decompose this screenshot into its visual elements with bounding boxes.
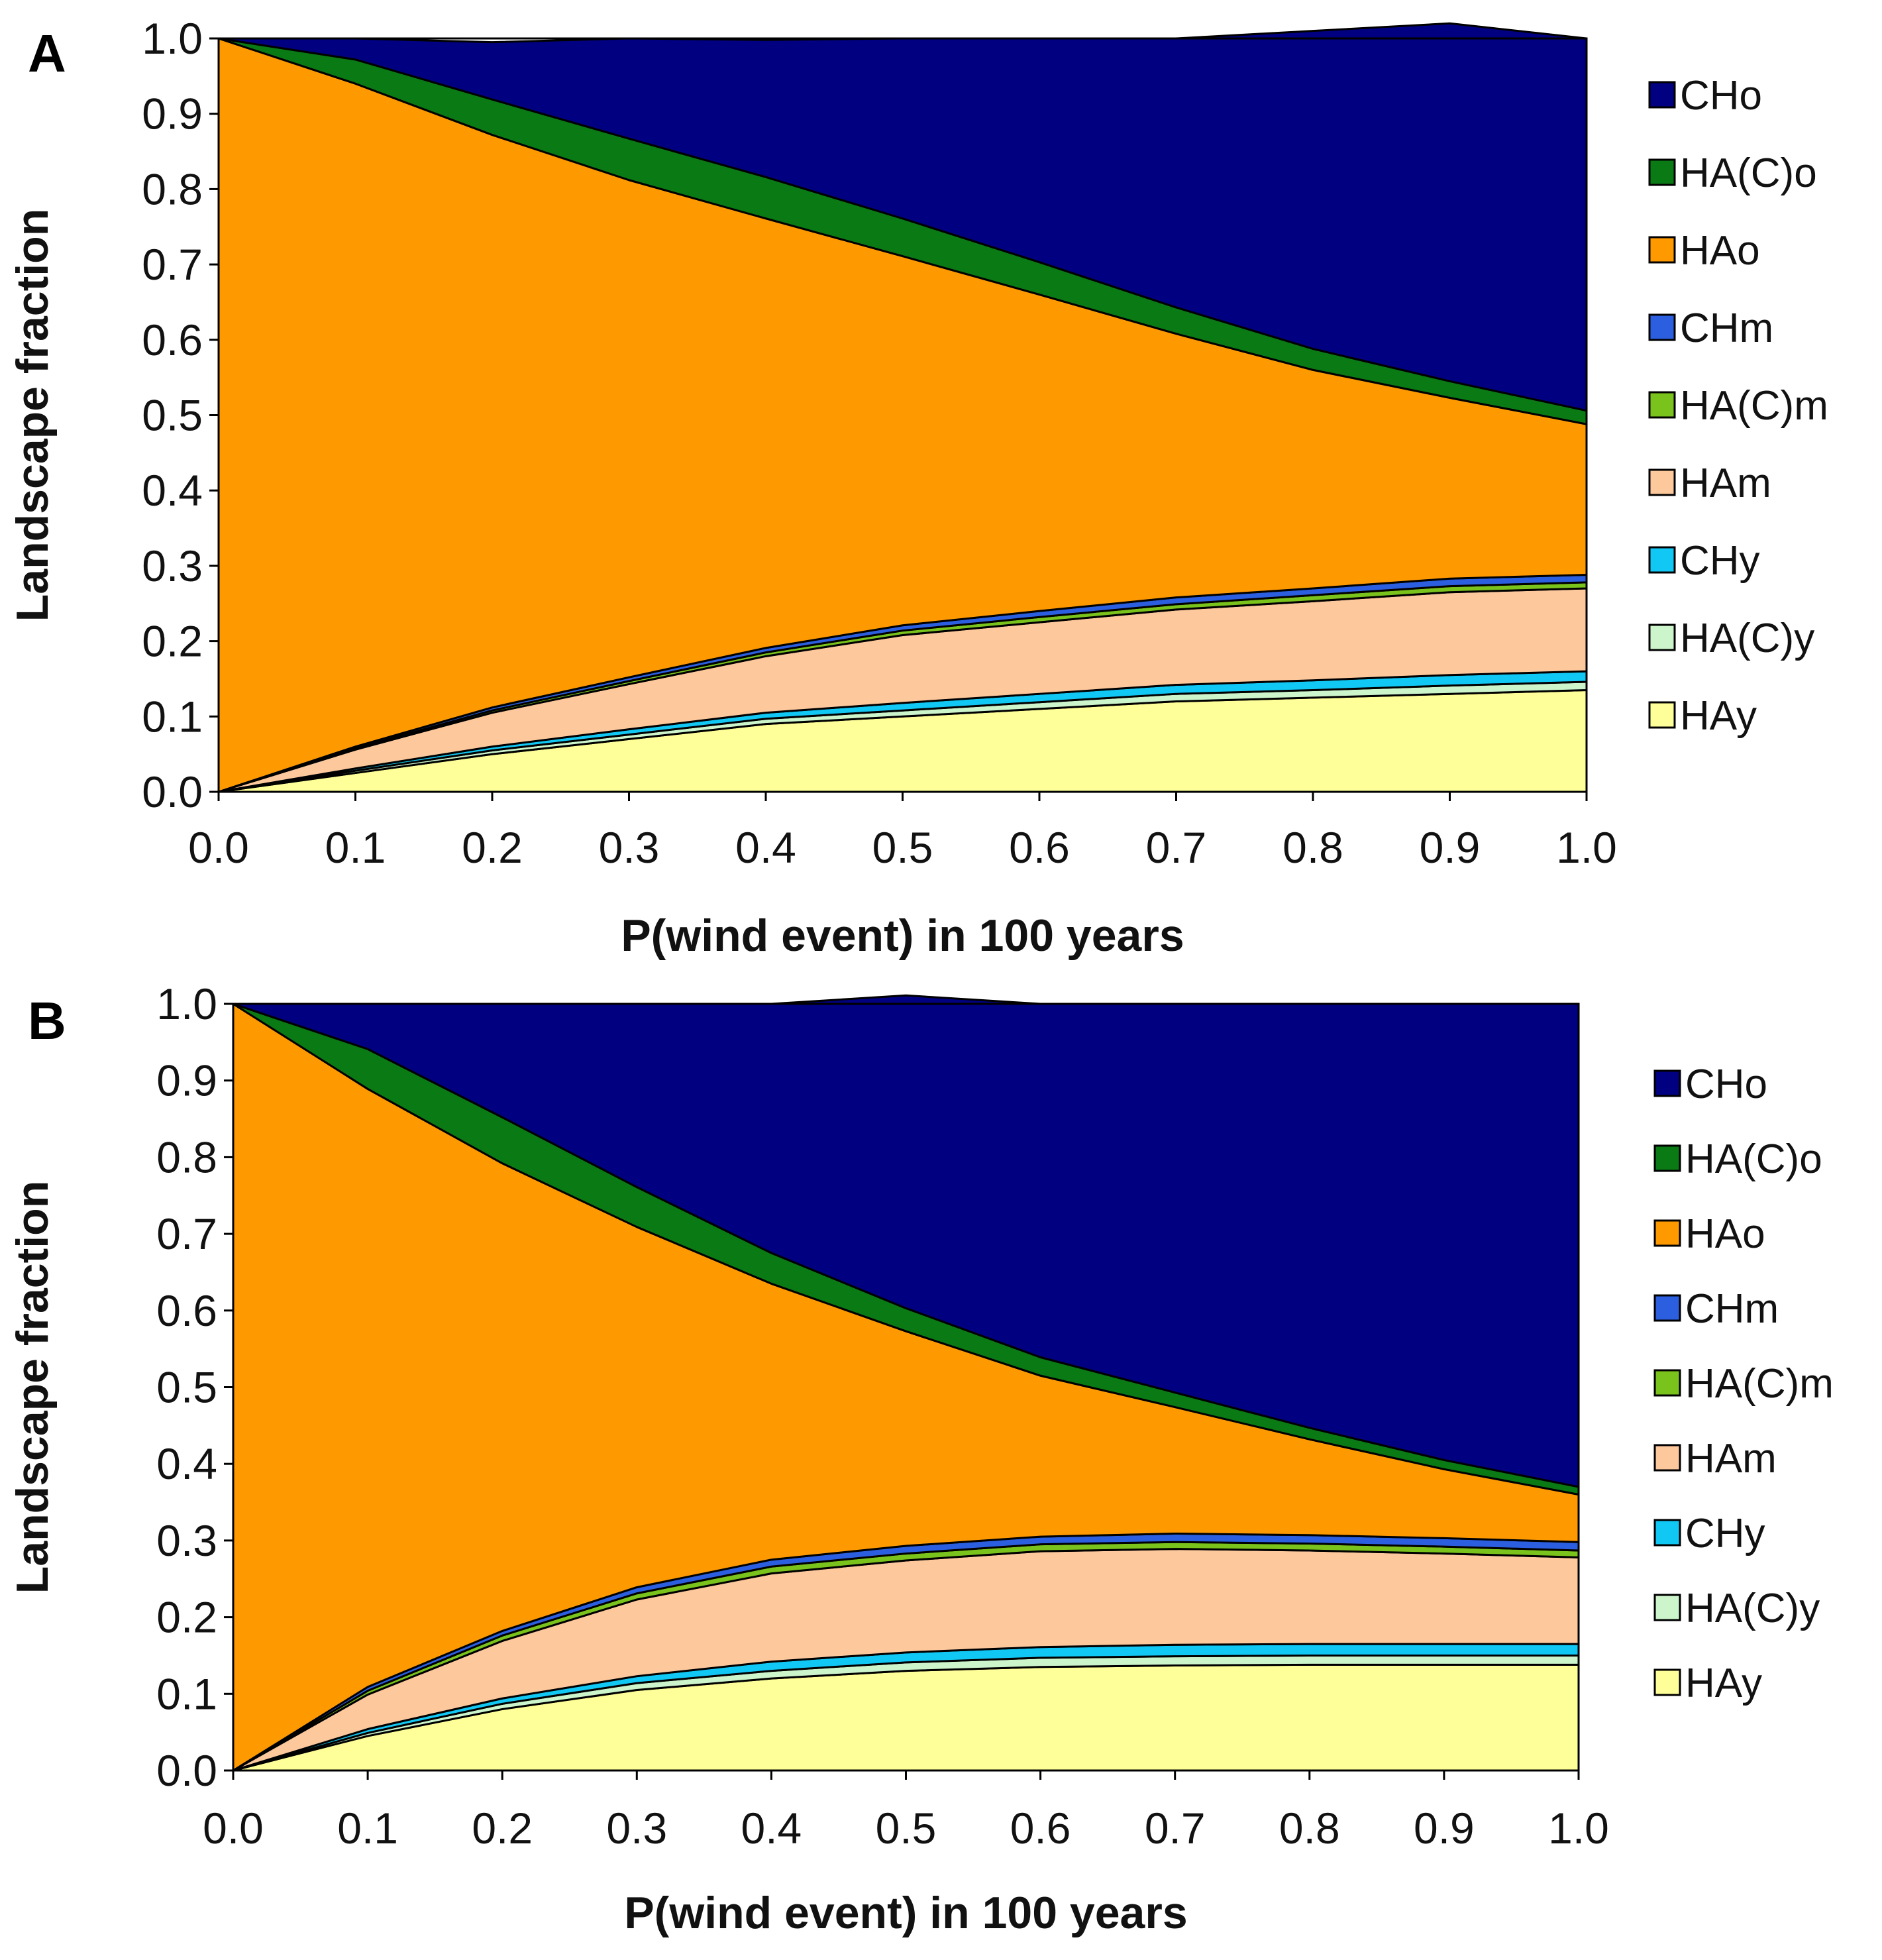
- panel-a-y-tick-label: 0.9: [142, 89, 203, 138]
- panel-b-y-tick-label: 0.8: [156, 1132, 217, 1181]
- panel-b-legend-label-ham: HAm: [1685, 1436, 1777, 1482]
- panel-a-legend-label-haco: HA(C)o: [1680, 150, 1817, 196]
- panel-b-legend-label-hacm: HA(C)m: [1685, 1361, 1834, 1407]
- panel-a-legend-swatch-chy: [1648, 546, 1676, 574]
- panel-a-legend-swatch-hao: [1648, 236, 1676, 264]
- panel-b-x-tick-label: 0.0: [203, 1804, 264, 1853]
- panel-b-legend-swatch-ham: [1653, 1444, 1681, 1472]
- panel-a-y-tick-label: 0.5: [142, 391, 203, 440]
- panel-b: 0.0 0.1 0.2 0.3 0.4 0.5 0.6 0.7 0.8 0.9 1.0 0.0 0.1 0…: [7, 979, 1834, 1938]
- panel-b-x-tick-label: 0.8: [1279, 1804, 1340, 1853]
- panel-b-y-tick-label: 0.0: [156, 1746, 217, 1795]
- panel-a-legend-swatch-chm: [1648, 313, 1676, 341]
- panel-a-legend-swatch-haco: [1648, 158, 1676, 186]
- panel-b-y-tick-label: 0.2: [156, 1593, 217, 1642]
- panel-a-y-tick-label: 0.7: [142, 240, 203, 289]
- panel-a-legend-label-chm: CHm: [1680, 305, 1773, 351]
- panel-b-legend-label-chy: CHy: [1685, 1511, 1765, 1556]
- panel-a-y-tick-label: 0.4: [142, 466, 203, 515]
- panel-b-x-tick-label: 0.2: [472, 1804, 533, 1853]
- panel-a-y-tick-label: 0.3: [142, 541, 203, 590]
- panel-a-x-tick-label: 0.4: [735, 823, 796, 872]
- panel-b-x-tick-label: 0.1: [337, 1804, 398, 1853]
- panel-b-legend-swatch-haco: [1653, 1144, 1681, 1172]
- panel-a: 0.0 0.1 0.2 0.3 0.4 0.5 0.6 0.7 0.8 0.9 1.0 0.0 0.1 0…: [7, 14, 1828, 961]
- panel-a-legend-label-chy: CHy: [1680, 538, 1760, 584]
- panel-a-x-tick-label: 0.7: [1146, 823, 1207, 872]
- panel-a-x-tick-label: 0.9: [1420, 823, 1481, 872]
- panel-b-y-tick-label: 1.0: [156, 979, 217, 1028]
- panel-b-y-tick-label: 0.1: [156, 1669, 217, 1718]
- panel-a-y-tick-label: 0.2: [142, 617, 203, 666]
- panel-a-x-tick-label: 0.1: [325, 823, 386, 872]
- panel-b-legend-label-hay: HAy: [1685, 1661, 1762, 1706]
- panel-b-legend: CHo HA(C)o HAo CHm HA(C)m HAm CHy HA(C)y HAy: [1653, 1062, 1834, 1706]
- panel-a-y-tick-label: 1.0: [142, 14, 203, 63]
- panel-a-legend-label-ham: HAm: [1680, 461, 1771, 506]
- panel-a-x-tick-label: 0.0: [188, 823, 249, 872]
- panel-b-y-tick-label: 0.3: [156, 1516, 217, 1565]
- panel-b-legend-label-chm: CHm: [1685, 1286, 1779, 1332]
- panel-a-x-tick-label: 0.6: [1009, 823, 1070, 872]
- panel-b-y-axis-title: Landscape fraction: [7, 1181, 58, 1594]
- panel-a-y-tick-label: 0.8: [142, 164, 203, 213]
- panel-b-x-axis-title: P(wind event) in 100 years: [624, 1888, 1187, 1938]
- panel-b-legend-swatch-hay: [1653, 1668, 1681, 1696]
- panel-b-y-tick-label: 0.4: [156, 1439, 217, 1488]
- panel-a-legend-label-hacm: HA(C)m: [1680, 383, 1828, 429]
- panel-a-x-tick-label: 0.8: [1282, 823, 1343, 872]
- panel-b-legend-swatch-hacm: [1653, 1369, 1681, 1397]
- panel-b-x-tick-label: 0.5: [876, 1804, 937, 1853]
- panel-a-legend-swatch-hacy: [1648, 624, 1676, 651]
- panel-b-x-tick-label: 0.7: [1145, 1804, 1206, 1853]
- panel-b-x-tick-label: 1.0: [1548, 1804, 1609, 1853]
- panel-b-legend-label-hacy: HA(C)y: [1685, 1586, 1820, 1631]
- panel-a-y-tick-label: 0.6: [142, 315, 203, 364]
- panel-a-legend-label-hay: HAy: [1680, 693, 1757, 739]
- panel-a-legend: CHo HA(C)o HAo CHm HA(C)m HAm CHy HA(C)y HAy: [1648, 73, 1828, 739]
- panel-b-x-tick-label: 0.6: [1010, 1804, 1071, 1853]
- panel-b-y-tick-label: 0.6: [156, 1286, 217, 1335]
- panel-a-x-tick-label: 1.0: [1556, 823, 1617, 872]
- panel-b-y-tick-label: 0.9: [156, 1056, 217, 1105]
- panel-a-x-axis-title: P(wind event) in 100 years: [621, 910, 1184, 961]
- panel-b-y-tick-label: 0.7: [156, 1209, 217, 1258]
- panel-b-x-tick-label: 0.9: [1414, 1804, 1475, 1853]
- panel-a-y-tick-label: 0.1: [142, 692, 203, 741]
- panel-a-y-axis-title: Landscape fraction: [7, 209, 58, 622]
- panel-a-x-tick-label: 0.3: [599, 823, 660, 872]
- panel-b-legend-swatch-hacy: [1653, 1594, 1681, 1621]
- panel-b-label: B: [28, 991, 66, 1050]
- panel-b-legend-label-cho: CHo: [1685, 1062, 1767, 1107]
- panel-a-y-tick-label: 0.0: [142, 767, 203, 816]
- panel-b-x-tick-label: 0.4: [741, 1804, 802, 1853]
- panel-a-legend-swatch-hacm: [1648, 391, 1676, 419]
- panel-a-legend-swatch-hay: [1648, 701, 1676, 729]
- panel-a-x-tick-label: 0.5: [872, 823, 933, 872]
- panel-b-legend-label-hao: HAo: [1685, 1211, 1765, 1257]
- panel-a-x-tick-label: 0.2: [462, 823, 523, 872]
- panel-a-label: A: [28, 24, 66, 83]
- panel-b-legend-swatch-chm: [1653, 1294, 1681, 1322]
- panel-b-legend-swatch-cho: [1653, 1069, 1681, 1097]
- panel-a-legend-label-hacy: HA(C)y: [1680, 616, 1814, 661]
- panel-a-legend-swatch-cho: [1648, 81, 1676, 109]
- panel-a-legend-label-cho: CHo: [1680, 73, 1762, 119]
- panel-b-legend-swatch-chy: [1653, 1519, 1681, 1547]
- panel-b-y-tick-label: 0.5: [156, 1363, 217, 1412]
- panel-a-legend-label-hao: HAo: [1680, 228, 1760, 274]
- panel-b-legend-swatch-hao: [1653, 1219, 1681, 1247]
- panel-a-legend-swatch-ham: [1648, 468, 1676, 496]
- panel-b-legend-label-haco: HA(C)o: [1685, 1136, 1822, 1182]
- panel-b-x-tick-label: 0.3: [606, 1804, 667, 1853]
